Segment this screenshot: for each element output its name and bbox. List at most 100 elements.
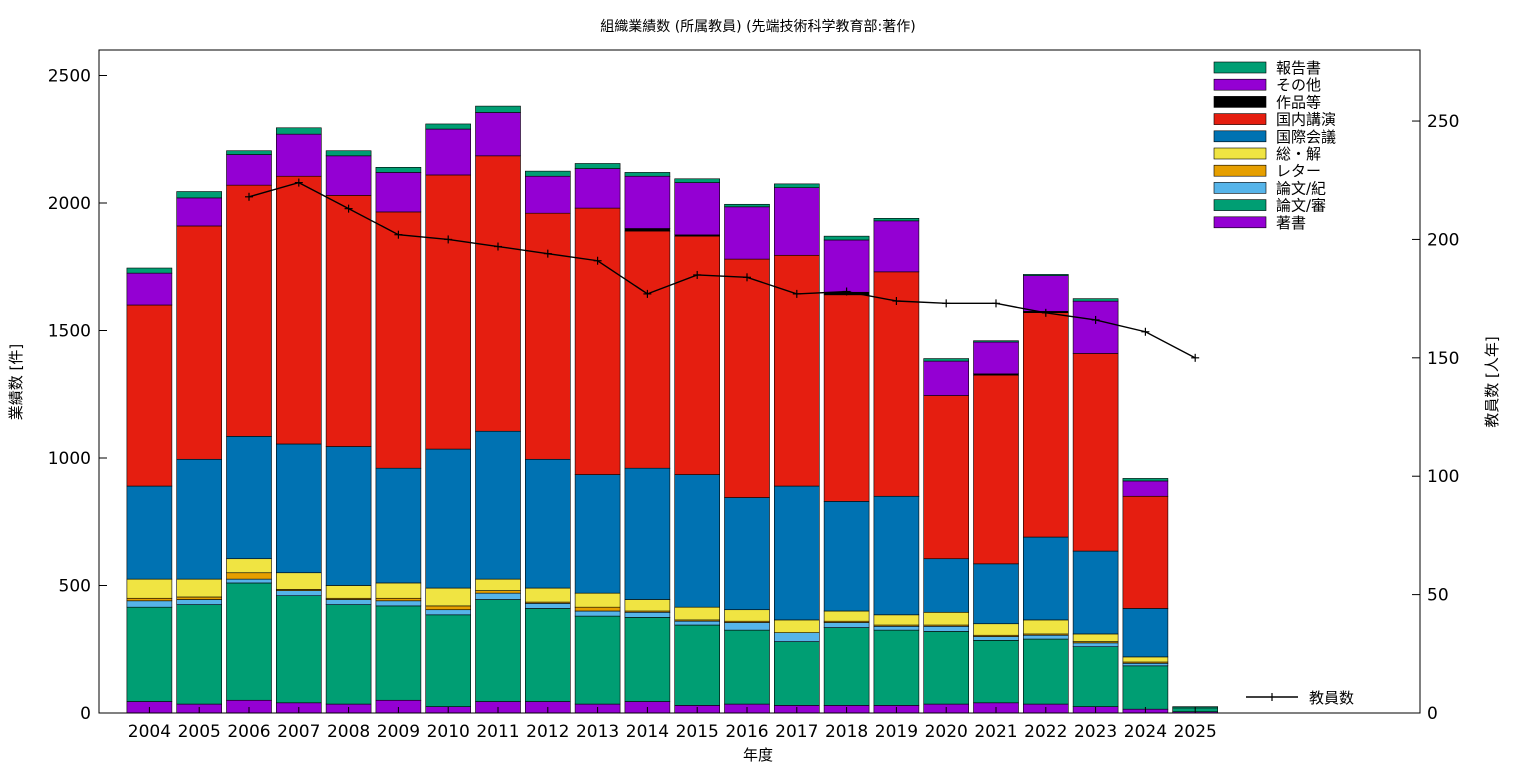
legend-label: 国内講演 <box>1276 111 1336 129</box>
bar-2023-s6 <box>1072 353 1119 552</box>
bar-2018-s1 <box>823 627 870 706</box>
x-tick-label: 2010 <box>427 722 470 742</box>
y2-tick-label: 50 <box>1427 586 1449 606</box>
bar-2014-s8 <box>624 175 671 229</box>
bar-2020-s8 <box>923 360 970 396</box>
y2-tick-label: 200 <box>1427 230 1459 250</box>
legend-swatch <box>1213 130 1267 143</box>
bar-2007-s6 <box>275 175 322 445</box>
line-point-2010 <box>444 235 453 244</box>
legend-swatch <box>1213 147 1267 160</box>
bar-2015-s5 <box>674 474 721 608</box>
bar-2017-s8 <box>773 187 820 256</box>
bar-2010-s9 <box>425 123 472 130</box>
bar-2008-s1 <box>325 604 372 705</box>
bar-2004-s4 <box>126 578 173 599</box>
bar-2019-s2 <box>873 625 920 631</box>
bar-2018-s6 <box>823 294 870 502</box>
bar-2007-s5 <box>275 443 322 574</box>
legend-entry: レター <box>1213 162 1321 180</box>
bar-2017-s5 <box>773 485 820 621</box>
bar-2005-s3 <box>176 596 222 600</box>
bar-2010-s8 <box>425 128 472 176</box>
bar-2020-s5 <box>923 558 970 613</box>
legend-entry: 著書 <box>1213 214 1306 232</box>
bar-2024-s4 <box>1122 656 1169 663</box>
bar-2024-s9 <box>1122 478 1169 482</box>
bar-2008-s6 <box>325 195 372 447</box>
bar-2024-s5 <box>1122 608 1169 658</box>
y-tick-label: 1500 <box>48 322 91 342</box>
bar-2023-s4 <box>1072 633 1119 642</box>
bar-2013-s3 <box>574 606 621 612</box>
bar-2007-s8 <box>275 133 322 177</box>
y-axis-label: 業績数 [件] <box>7 344 25 420</box>
bar-2016-s5 <box>724 497 770 611</box>
x-tick-label: 2019 <box>875 722 918 742</box>
bar-2010-s4 <box>425 587 472 607</box>
legend-entry-line: 教員数 <box>1246 689 1354 707</box>
bar-2011-s3 <box>475 590 521 594</box>
legend-swatch <box>1213 164 1267 177</box>
bar-2006-s2 <box>226 578 272 584</box>
bar-2006-s5 <box>226 436 272 560</box>
bar-2022-s4 <box>1022 619 1069 635</box>
bar-2020-s9 <box>923 358 970 362</box>
bar-2007-s9 <box>275 127 322 135</box>
x-tick-label: 2016 <box>725 722 768 742</box>
line-point-2020 <box>942 299 951 308</box>
legend-label: その他 <box>1276 76 1321 94</box>
bar-2008-s5 <box>325 446 372 586</box>
line-point-2009 <box>394 230 403 239</box>
bar-2022-s9 <box>1022 274 1069 276</box>
bar-2014-s2 <box>624 611 671 618</box>
bar-2017-s2 <box>773 632 820 642</box>
bar-2011-s6 <box>475 155 521 432</box>
legend-swatch <box>1213 61 1267 74</box>
legend-entry: 総・解 <box>1213 145 1321 163</box>
bar-2023-s8 <box>1072 300 1119 354</box>
bar-2019-s1 <box>873 629 920 706</box>
bar-2008-s4 <box>325 585 372 599</box>
x-tick-label: 2021 <box>974 722 1017 742</box>
bar-2013-s6 <box>574 207 621 475</box>
x-tick-label: 2008 <box>327 722 370 742</box>
bar-2014-s1 <box>624 617 671 702</box>
bar-2009-s2 <box>375 600 422 607</box>
line-point-2018 <box>842 287 851 296</box>
line-point-2007 <box>294 178 303 187</box>
bar-2009-s4 <box>375 582 422 599</box>
bar-2018-s8 <box>823 239 870 293</box>
bar-2009-s1 <box>375 605 422 701</box>
bars-layer <box>126 105 1218 714</box>
bar-2008-s2 <box>325 599 372 605</box>
bar-2004-s9 <box>126 267 173 274</box>
bar-2010-s5 <box>425 448 472 589</box>
bar-2004-s6 <box>126 304 173 487</box>
bar-2023-s5 <box>1072 550 1119 635</box>
bar-2015-s4 <box>674 606 721 621</box>
bar-2004-s2 <box>126 600 173 608</box>
y-tick-label: 500 <box>59 577 91 597</box>
bar-2011-s2 <box>475 592 521 600</box>
legend-label: 報告書 <box>1276 59 1321 77</box>
bar-2015-s9 <box>674 178 721 183</box>
line-point-2023 <box>1091 315 1100 324</box>
x-tick-label: 2015 <box>676 722 719 742</box>
legend-entry: 国際会議 <box>1213 128 1336 146</box>
bar-2011-s4 <box>475 578 521 591</box>
legend-entry: その他 <box>1213 76 1321 94</box>
legend-swatch <box>1213 113 1267 125</box>
bar-2009-s8 <box>375 172 422 213</box>
bar-2024-s1 <box>1122 665 1169 710</box>
legend-entry: 論文/紀 <box>1213 179 1326 197</box>
bar-2006-s6 <box>226 184 272 437</box>
bar-2009-s3 <box>375 597 422 602</box>
bar-2006-s1 <box>226 582 272 701</box>
line-point-2015 <box>693 270 702 279</box>
bar-2014-s9 <box>624 172 671 177</box>
x-tick-label: 2017 <box>775 722 818 742</box>
y2-tick-label: 250 <box>1427 112 1459 132</box>
bar-2014-s7 <box>624 228 671 232</box>
